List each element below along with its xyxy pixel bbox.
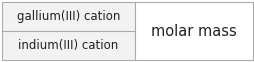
Bar [2, 2, 134, 60]
Bar [134, 2, 252, 60]
Text: molar mass: molar mass [151, 23, 236, 39]
Text: gallium(III) cation: gallium(III) cation [17, 10, 120, 23]
Text: indium(III) cation: indium(III) cation [18, 39, 118, 52]
